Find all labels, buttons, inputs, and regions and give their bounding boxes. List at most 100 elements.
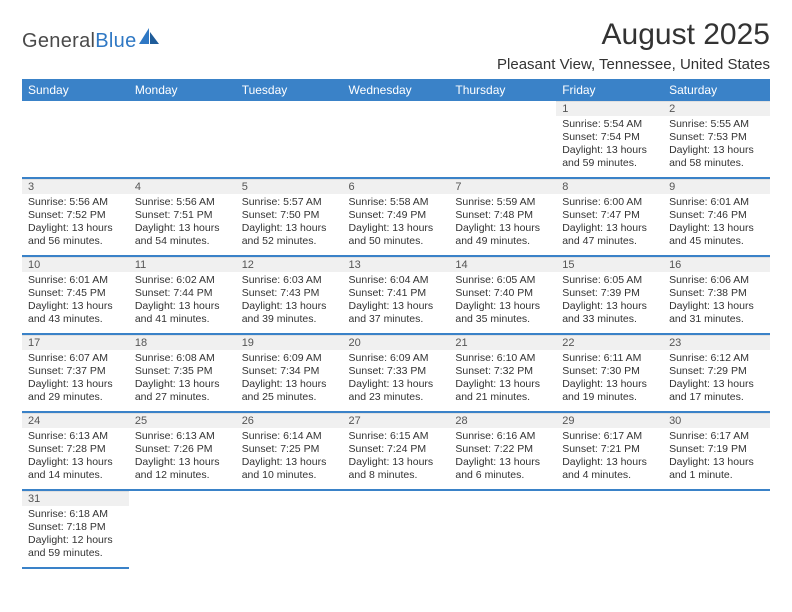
day-number: 19 xyxy=(236,335,343,350)
day-content: Sunrise: 6:01 AMSunset: 7:45 PMDaylight:… xyxy=(22,272,129,333)
day-number: 28 xyxy=(449,413,556,428)
sunset-text: Sunset: 7:26 PM xyxy=(135,443,230,456)
sunrise-text: Sunrise: 6:10 AM xyxy=(455,352,550,365)
sunrise-text: Sunrise: 6:00 AM xyxy=(562,196,657,209)
daylight-text: Daylight: 13 hours and 43 minutes. xyxy=(28,300,123,326)
day-content: Sunrise: 5:57 AMSunset: 7:50 PMDaylight:… xyxy=(236,194,343,255)
day-number: 27 xyxy=(343,413,450,428)
day-number: 18 xyxy=(129,335,236,350)
calendar-day-cell: 19Sunrise: 6:09 AMSunset: 7:34 PMDayligh… xyxy=(236,335,343,413)
day-content: Sunrise: 6:06 AMSunset: 7:38 PMDaylight:… xyxy=(663,272,770,333)
day-content: Sunrise: 6:03 AMSunset: 7:43 PMDaylight:… xyxy=(236,272,343,333)
calendar-table: SundayMondayTuesdayWednesdayThursdayFrid… xyxy=(22,79,770,569)
sunset-text: Sunset: 7:28 PM xyxy=(28,443,123,456)
day-number: 1 xyxy=(556,101,663,116)
sunset-text: Sunset: 7:29 PM xyxy=(669,365,764,378)
daylight-text: Daylight: 13 hours and 59 minutes. xyxy=(562,144,657,170)
day-number: 17 xyxy=(22,335,129,350)
sunset-text: Sunset: 7:40 PM xyxy=(455,287,550,300)
day-number: 8 xyxy=(556,179,663,194)
title-block: August 2025 Pleasant View, Tennessee, Un… xyxy=(497,18,770,73)
calendar-day-cell: 8Sunrise: 6:00 AMSunset: 7:47 PMDaylight… xyxy=(556,179,663,257)
sunset-text: Sunset: 7:50 PM xyxy=(242,209,337,222)
sunset-text: Sunset: 7:52 PM xyxy=(28,209,123,222)
logo-sail-icon xyxy=(139,28,161,51)
sunrise-text: Sunrise: 6:05 AM xyxy=(562,274,657,287)
sunset-text: Sunset: 7:51 PM xyxy=(135,209,230,222)
calendar-day-cell xyxy=(343,101,450,179)
sunset-text: Sunset: 7:30 PM xyxy=(562,365,657,378)
calendar-day-cell: 12Sunrise: 6:03 AMSunset: 7:43 PMDayligh… xyxy=(236,257,343,335)
daylight-text: Daylight: 13 hours and 29 minutes. xyxy=(28,378,123,404)
daylight-text: Daylight: 13 hours and 17 minutes. xyxy=(669,378,764,404)
sunset-text: Sunset: 7:38 PM xyxy=(669,287,764,300)
calendar-day-cell: 22Sunrise: 6:11 AMSunset: 7:30 PMDayligh… xyxy=(556,335,663,413)
day-content: Sunrise: 6:12 AMSunset: 7:29 PMDaylight:… xyxy=(663,350,770,411)
calendar-day-cell: 11Sunrise: 6:02 AMSunset: 7:44 PMDayligh… xyxy=(129,257,236,335)
daylight-text: Daylight: 13 hours and 12 minutes. xyxy=(135,456,230,482)
sunset-text: Sunset: 7:22 PM xyxy=(455,443,550,456)
day-content: Sunrise: 5:55 AMSunset: 7:53 PMDaylight:… xyxy=(663,116,770,177)
sunrise-text: Sunrise: 6:13 AM xyxy=(28,430,123,443)
sunset-text: Sunset: 7:45 PM xyxy=(28,287,123,300)
day-content: Sunrise: 6:18 AMSunset: 7:18 PMDaylight:… xyxy=(22,506,129,567)
day-number: 29 xyxy=(556,413,663,428)
calendar-day-cell: 4Sunrise: 5:56 AMSunset: 7:51 PMDaylight… xyxy=(129,179,236,257)
daylight-text: Daylight: 13 hours and 33 minutes. xyxy=(562,300,657,326)
sunset-text: Sunset: 7:53 PM xyxy=(669,131,764,144)
sunrise-text: Sunrise: 6:01 AM xyxy=(669,196,764,209)
sunset-text: Sunset: 7:44 PM xyxy=(135,287,230,300)
sunrise-text: Sunrise: 6:01 AM xyxy=(28,274,123,287)
day-content: Sunrise: 6:04 AMSunset: 7:41 PMDaylight:… xyxy=(343,272,450,333)
calendar-day-cell xyxy=(129,491,236,569)
day-number: 5 xyxy=(236,179,343,194)
calendar-day-cell xyxy=(449,101,556,179)
day-number: 31 xyxy=(22,491,129,506)
day-number: 2 xyxy=(663,101,770,116)
calendar-day-cell: 14Sunrise: 6:05 AMSunset: 7:40 PMDayligh… xyxy=(449,257,556,335)
calendar-day-cell: 2Sunrise: 5:55 AMSunset: 7:53 PMDaylight… xyxy=(663,101,770,179)
day-content: Sunrise: 6:07 AMSunset: 7:37 PMDaylight:… xyxy=(22,350,129,411)
day-content: Sunrise: 6:17 AMSunset: 7:19 PMDaylight:… xyxy=(663,428,770,489)
calendar-day-cell: 9Sunrise: 6:01 AMSunset: 7:46 PMDaylight… xyxy=(663,179,770,257)
daylight-text: Daylight: 13 hours and 21 minutes. xyxy=(455,378,550,404)
daylight-text: Daylight: 13 hours and 27 minutes. xyxy=(135,378,230,404)
day-number: 14 xyxy=(449,257,556,272)
sunrise-text: Sunrise: 6:17 AM xyxy=(669,430,764,443)
weekday-header: Monday xyxy=(129,79,236,101)
day-content: Sunrise: 6:10 AMSunset: 7:32 PMDaylight:… xyxy=(449,350,556,411)
day-number: 12 xyxy=(236,257,343,272)
calendar-day-cell: 30Sunrise: 6:17 AMSunset: 7:19 PMDayligh… xyxy=(663,413,770,491)
calendar-day-cell: 10Sunrise: 6:01 AMSunset: 7:45 PMDayligh… xyxy=(22,257,129,335)
day-number: 24 xyxy=(22,413,129,428)
sunset-text: Sunset: 7:24 PM xyxy=(349,443,444,456)
calendar-week-row: 3Sunrise: 5:56 AMSunset: 7:52 PMDaylight… xyxy=(22,179,770,257)
day-content: Sunrise: 5:56 AMSunset: 7:51 PMDaylight:… xyxy=(129,194,236,255)
day-content: Sunrise: 6:00 AMSunset: 7:47 PMDaylight:… xyxy=(556,194,663,255)
day-number: 13 xyxy=(343,257,450,272)
daylight-text: Daylight: 13 hours and 10 minutes. xyxy=(242,456,337,482)
day-content: Sunrise: 6:13 AMSunset: 7:28 PMDaylight:… xyxy=(22,428,129,489)
calendar-day-cell: 27Sunrise: 6:15 AMSunset: 7:24 PMDayligh… xyxy=(343,413,450,491)
sunset-text: Sunset: 7:39 PM xyxy=(562,287,657,300)
sunset-text: Sunset: 7:49 PM xyxy=(349,209,444,222)
sunset-text: Sunset: 7:48 PM xyxy=(455,209,550,222)
daylight-text: Daylight: 13 hours and 52 minutes. xyxy=(242,222,337,248)
day-number: 16 xyxy=(663,257,770,272)
sunrise-text: Sunrise: 6:03 AM xyxy=(242,274,337,287)
daylight-text: Daylight: 13 hours and 54 minutes. xyxy=(135,222,230,248)
calendar-day-cell xyxy=(236,491,343,569)
calendar-week-row: 10Sunrise: 6:01 AMSunset: 7:45 PMDayligh… xyxy=(22,257,770,335)
daylight-text: Daylight: 13 hours and 23 minutes. xyxy=(349,378,444,404)
day-content: Sunrise: 6:11 AMSunset: 7:30 PMDaylight:… xyxy=(556,350,663,411)
sunset-text: Sunset: 7:32 PM xyxy=(455,365,550,378)
month-title: August 2025 xyxy=(497,18,770,52)
sunset-text: Sunset: 7:34 PM xyxy=(242,365,337,378)
location-label: Pleasant View, Tennessee, United States xyxy=(497,56,770,73)
sunset-text: Sunset: 7:47 PM xyxy=(562,209,657,222)
sunset-text: Sunset: 7:19 PM xyxy=(669,443,764,456)
calendar-day-cell xyxy=(22,101,129,179)
daylight-text: Daylight: 13 hours and 49 minutes. xyxy=(455,222,550,248)
day-content: Sunrise: 6:09 AMSunset: 7:34 PMDaylight:… xyxy=(236,350,343,411)
logo-text: GeneralBlue xyxy=(22,30,137,53)
